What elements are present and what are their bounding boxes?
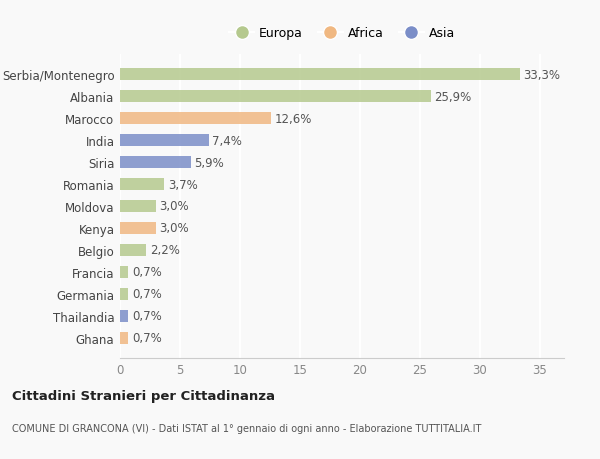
Bar [120,332,128,344]
Bar [120,69,520,81]
Bar [120,201,156,213]
Text: 2,2%: 2,2% [150,244,180,257]
Text: 0,7%: 0,7% [132,310,162,323]
Text: 25,9%: 25,9% [434,90,472,103]
Bar [120,91,431,103]
Text: 3,7%: 3,7% [168,178,198,191]
Text: 0,7%: 0,7% [132,288,162,301]
Bar [120,223,156,235]
Bar [120,310,128,322]
Text: 33,3%: 33,3% [523,68,560,81]
Bar [120,244,146,257]
Bar [120,157,191,169]
Text: 0,7%: 0,7% [132,266,162,279]
Text: 3,0%: 3,0% [160,200,189,213]
Text: Cittadini Stranieri per Cittadinanza: Cittadini Stranieri per Cittadinanza [12,389,275,403]
Text: 7,4%: 7,4% [212,134,242,147]
Text: COMUNE DI GRANCONA (VI) - Dati ISTAT al 1° gennaio di ogni anno - Elaborazione T: COMUNE DI GRANCONA (VI) - Dati ISTAT al … [12,424,481,433]
Bar [120,179,164,190]
Bar [120,134,209,147]
Bar [120,113,271,125]
Bar [120,266,128,279]
Text: 5,9%: 5,9% [194,156,224,169]
Legend: Europa, Africa, Asia: Europa, Africa, Asia [224,22,460,45]
Bar [120,288,128,300]
Text: 3,0%: 3,0% [160,222,189,235]
Text: 12,6%: 12,6% [275,112,312,125]
Text: 0,7%: 0,7% [132,332,162,345]
